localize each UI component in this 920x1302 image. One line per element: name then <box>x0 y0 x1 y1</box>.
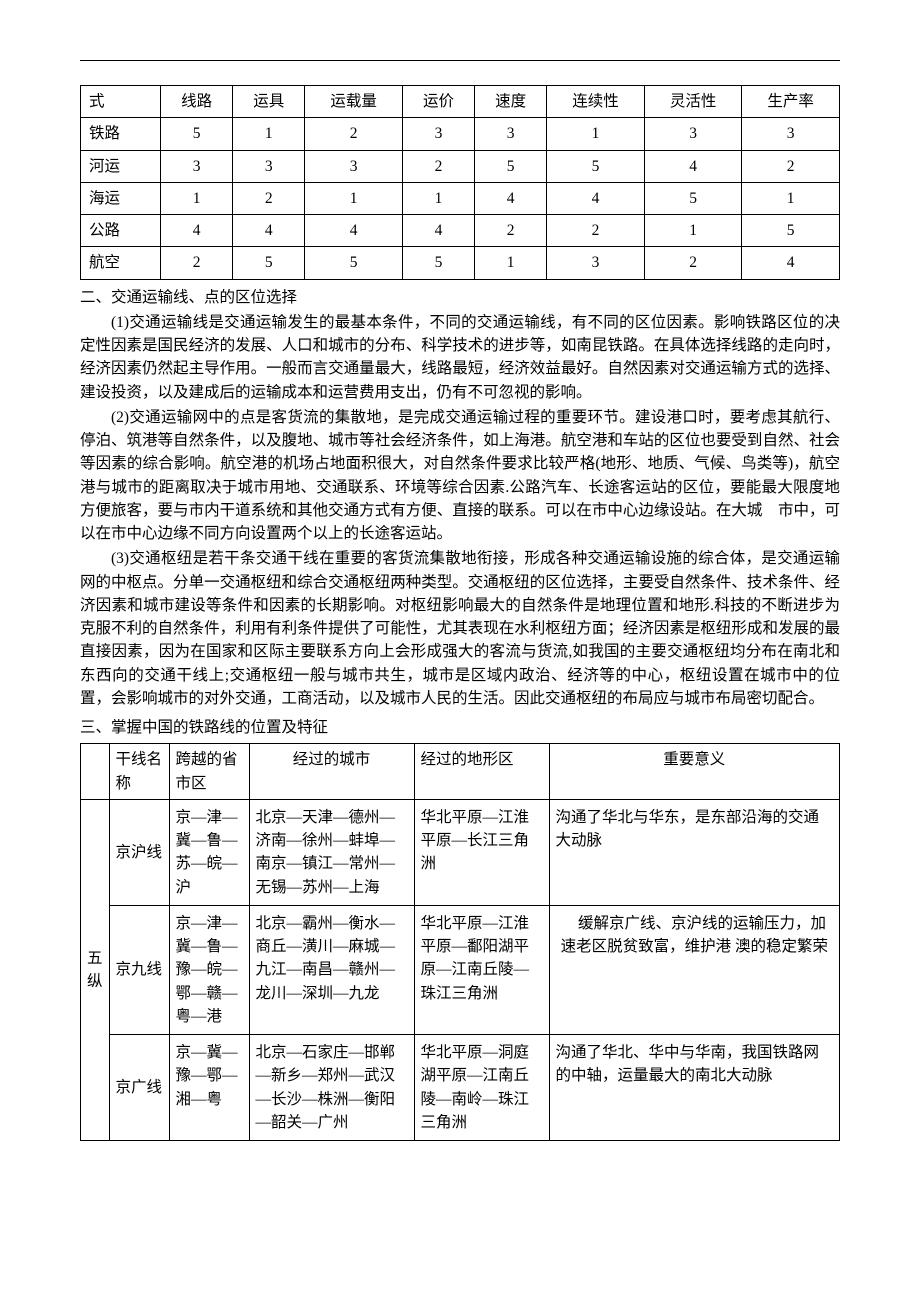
line-provinces: 京—津—冀—鲁—苏—皖—沪 <box>169 799 249 905</box>
table-cell: 2 <box>742 150 840 182</box>
col-line-name: 干线名称 <box>109 744 169 800</box>
table-cell: 3 <box>161 150 233 182</box>
table-cell: 海运 <box>81 182 161 214</box>
paragraph-2: (2)交通运输网中的点是客货流的集散地，是完成交通运输过程的重要环节。建设港口时… <box>80 406 840 546</box>
table-cell: 1 <box>305 182 403 214</box>
line-significance: 沟通了华北与华东，是东部沿海的交通大动脉 <box>549 799 839 905</box>
paragraph-1: (1)交通运输线是交通运输发生的最基本条件，不同的交通运输线，有不同的区位因素。… <box>80 311 840 404</box>
table-cell: 4 <box>742 247 840 279</box>
table-cell: 1 <box>475 247 547 279</box>
section-3-title: 三、掌握中国的铁路线的位置及特征 <box>80 716 840 739</box>
table-cell: 4 <box>161 215 233 247</box>
table-cell: 公路 <box>81 215 161 247</box>
top-rule <box>80 60 840 61</box>
line-terrain: 华北平原—洞庭湖平原—江南丘陵—南岭—珠江三角洲 <box>414 1035 549 1141</box>
table-cell: 4 <box>547 182 645 214</box>
line-cities: 北京—石家庄—邯郸—新乡—郑州—武汉—长沙—株洲—衡阳—韶关—广州 <box>249 1035 414 1141</box>
col-group <box>81 744 110 800</box>
col-price: 运价 <box>402 86 474 118</box>
col-productivity: 生产率 <box>742 86 840 118</box>
section-2-title: 二、交通运输线、点的区位选择 <box>80 286 840 309</box>
table-cell: 2 <box>305 118 403 150</box>
table-cell: 5 <box>644 182 742 214</box>
table-cell: 3 <box>402 118 474 150</box>
table-cell: 2 <box>233 182 305 214</box>
table-cell: 2 <box>547 215 645 247</box>
table-cell: 河运 <box>81 150 161 182</box>
table-cell: 2 <box>644 247 742 279</box>
paragraph-3: (3)交通枢纽是若干条交通干线在重要的客货流集散地衔接，形成各种交通运输设施的综… <box>80 547 840 710</box>
table-cell: 1 <box>402 182 474 214</box>
railway-row-jingguang: 京广线 京—冀—豫—鄂—湘—粤 北京—石家庄—邯郸—新乡—郑州—武汉—长沙—株洲… <box>81 1035 840 1141</box>
line-significance: 沟通了华北、华中与华南，我国铁路网的中轴，运量最大的南北大动脉 <box>549 1035 839 1141</box>
line-terrain: 华北平原—江淮平原—鄱阳湖平原—江南丘陵—珠江三角洲 <box>414 905 549 1034</box>
railway-row-jingjiu: 京九线 京—津—冀—鲁—豫—皖—鄂—赣—粤—港 北京—霸州—衡水—商丘—潢川—麻… <box>81 905 840 1034</box>
table-cell: 1 <box>161 182 233 214</box>
table-cell: 3 <box>644 118 742 150</box>
table-cell: 5 <box>742 215 840 247</box>
line-cities: 北京—霸州—衡水—商丘—潢川—麻城—九江—南昌—赣州—龙川—深圳—九龙 <box>249 905 414 1034</box>
table-cell: 3 <box>305 150 403 182</box>
table2-header-row: 干线名称 跨越的省市区 经过的城市 经过的地形区 重要意义 <box>81 744 840 800</box>
col-line: 线路 <box>161 86 233 118</box>
table-cell: 1 <box>547 118 645 150</box>
table-cell: 3 <box>547 247 645 279</box>
line-provinces: 京—津—冀—鲁—豫—皖—鄂—赣—粤—港 <box>169 905 249 1034</box>
line-name: 京广线 <box>109 1035 169 1141</box>
col-cities: 经过的城市 <box>249 744 414 800</box>
col-provinces: 跨越的省市区 <box>169 744 249 800</box>
col-speed: 速度 <box>475 86 547 118</box>
table-cell: 4 <box>644 150 742 182</box>
table-cell: 航空 <box>81 247 161 279</box>
table-header-row: 式 线路 运具 运载量 运价 速度 连续性 灵活性 生产率 <box>81 86 840 118</box>
line-terrain: 华北平原—江淮平原—长江三角洲 <box>414 799 549 905</box>
table-row: 海运12114451 <box>81 182 840 214</box>
table-cell: 1 <box>233 118 305 150</box>
table-cell: 3 <box>233 150 305 182</box>
line-cities: 北京—天津—德州—济南—徐州—蚌埠—南京—镇江—常州—无锡—苏州—上海 <box>249 799 414 905</box>
table-cell: 1 <box>644 215 742 247</box>
table-cell: 5 <box>547 150 645 182</box>
table-cell: 4 <box>305 215 403 247</box>
group-label: 五纵 <box>81 799 110 1140</box>
line-name: 京九线 <box>109 905 169 1034</box>
table-cell: 2 <box>475 215 547 247</box>
col-significance: 重要意义 <box>549 744 839 800</box>
railway-lines-table: 干线名称 跨越的省市区 经过的城市 经过的地形区 重要意义 五纵 京沪线 京—津… <box>80 743 840 1141</box>
transport-comparison-table: 式 线路 运具 运载量 运价 速度 连续性 灵活性 生产率 铁路51233133… <box>80 85 840 280</box>
table-cell: 5 <box>475 150 547 182</box>
table-cell: 5 <box>161 118 233 150</box>
table-cell: 2 <box>402 150 474 182</box>
table-cell: 铁路 <box>81 118 161 150</box>
col-mode: 式 <box>81 86 161 118</box>
table-cell: 2 <box>161 247 233 279</box>
railway-row-jinghu: 五纵 京沪线 京—津—冀—鲁—苏—皖—沪 北京—天津—德州—济南—徐州—蚌埠—南… <box>81 799 840 905</box>
col-terrain: 经过的地形区 <box>414 744 549 800</box>
table-cell: 5 <box>305 247 403 279</box>
line-significance: 缓解京广线、京沪线的运输压力，加速老区脱贫致富，维护港 澳的稳定繁荣 <box>549 905 839 1034</box>
col-flexibility: 灵活性 <box>644 86 742 118</box>
table-cell: 3 <box>475 118 547 150</box>
table-cell: 3 <box>742 118 840 150</box>
table-row: 铁路51233133 <box>81 118 840 150</box>
line-name: 京沪线 <box>109 799 169 905</box>
line-provinces: 京—冀—豫—鄂—湘—粤 <box>169 1035 249 1141</box>
table-cell: 4 <box>475 182 547 214</box>
table-row: 河运33325542 <box>81 150 840 182</box>
table-row: 公路44442215 <box>81 215 840 247</box>
col-continuity: 连续性 <box>547 86 645 118</box>
table-cell: 1 <box>742 182 840 214</box>
table-cell: 4 <box>233 215 305 247</box>
col-capacity: 运载量 <box>305 86 403 118</box>
table-cell: 5 <box>233 247 305 279</box>
table-row: 航空25551324 <box>81 247 840 279</box>
table-cell: 4 <box>402 215 474 247</box>
col-vehicle: 运具 <box>233 86 305 118</box>
table-cell: 5 <box>402 247 474 279</box>
